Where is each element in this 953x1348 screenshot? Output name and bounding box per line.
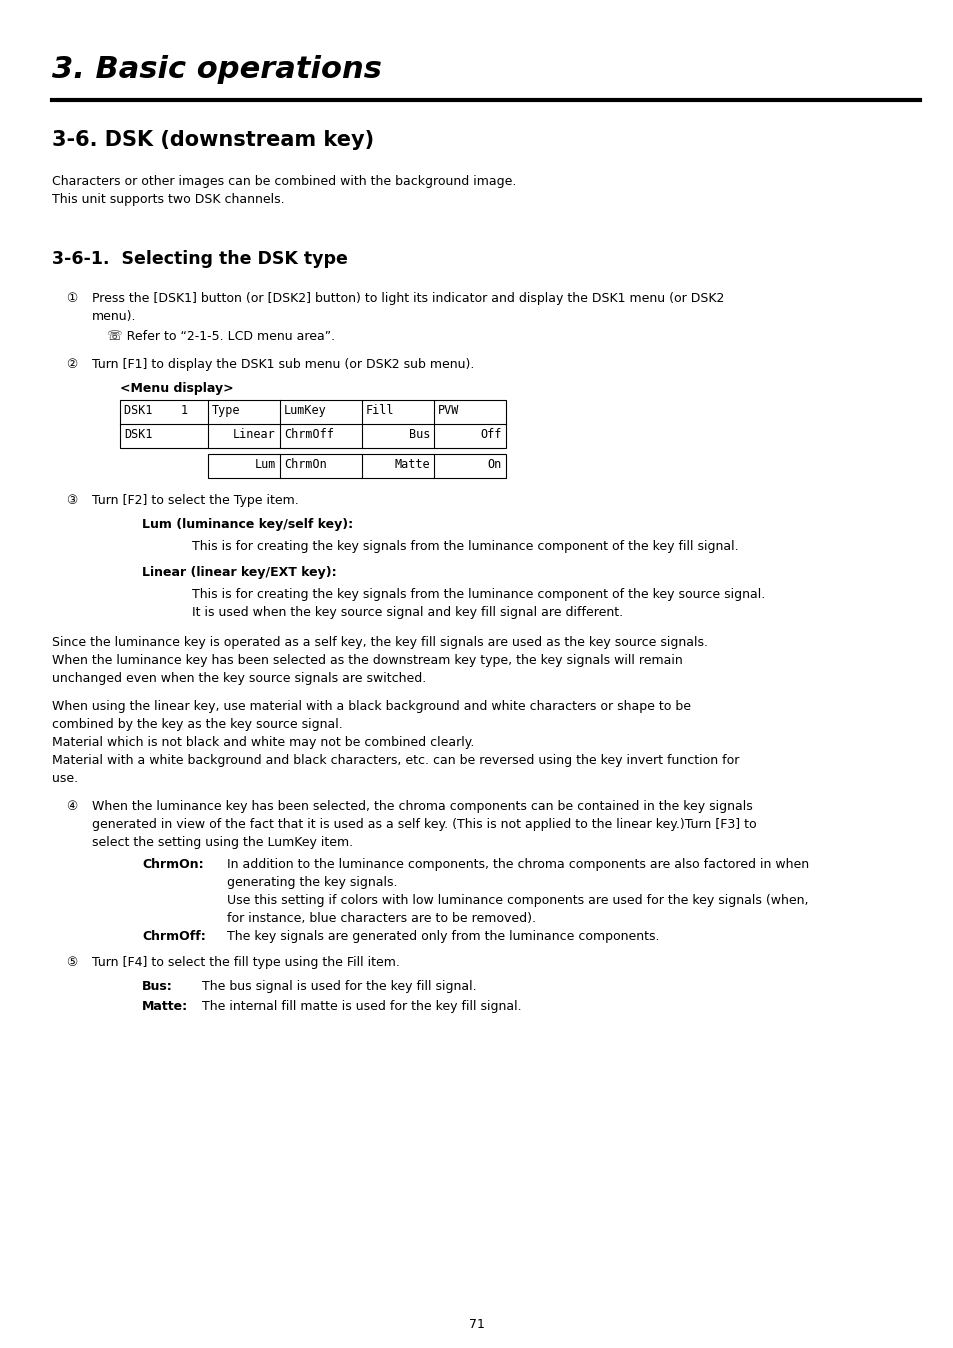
Text: ChrmOn: ChrmOn: [284, 458, 327, 470]
Text: ①: ①: [66, 293, 77, 305]
Text: Characters or other images can be combined with the background image.: Characters or other images can be combin…: [52, 175, 516, 187]
Text: Turn [F1] to display the DSK1 sub menu (or DSK2 sub menu).: Turn [F1] to display the DSK1 sub menu (…: [91, 359, 474, 371]
Text: ChrmOff: ChrmOff: [284, 429, 334, 441]
Text: Linear (linear key/EXT key):: Linear (linear key/EXT key):: [142, 566, 336, 580]
Text: for instance, blue characters are to be removed).: for instance, blue characters are to be …: [227, 913, 536, 925]
Text: PVW: PVW: [437, 404, 459, 417]
Text: 3-6-1.  Selecting the DSK type: 3-6-1. Selecting the DSK type: [52, 249, 348, 268]
Text: This is for creating the key signals from the luminance component of the key fil: This is for creating the key signals fro…: [192, 541, 738, 553]
Text: ☏ Refer to “2-1-5. LCD menu area”.: ☏ Refer to “2-1-5. LCD menu area”.: [107, 330, 335, 342]
Text: Lum: Lum: [254, 458, 275, 470]
Text: This unit supports two DSK channels.: This unit supports two DSK channels.: [52, 193, 284, 206]
Text: Use this setting if colors with low luminance components are used for the key si: Use this setting if colors with low lumi…: [227, 894, 807, 907]
Text: It is used when the key source signal and key fill signal are different.: It is used when the key source signal an…: [192, 607, 622, 619]
Text: Press the [DSK1] button (or [DSK2] button) to light its indicator and display th: Press the [DSK1] button (or [DSK2] butto…: [91, 293, 723, 305]
Text: Matte: Matte: [394, 458, 430, 470]
Text: When the luminance key has been selected as the downstream key type, the key sig: When the luminance key has been selected…: [52, 654, 682, 667]
Text: Type: Type: [212, 404, 240, 417]
Text: Material with a white background and black characters, etc. can be reversed usin: Material with a white background and bla…: [52, 754, 739, 767]
Text: generated in view of the fact that it is used as a self key. (This is not applie: generated in view of the fact that it is…: [91, 818, 756, 830]
Bar: [120, 400, 505, 448]
Text: DSK1    1: DSK1 1: [124, 404, 188, 417]
Text: Turn [F4] to select the fill type using the Fill item.: Turn [F4] to select the fill type using …: [91, 956, 399, 969]
Text: select the setting using the LumKey item.: select the setting using the LumKey item…: [91, 836, 353, 849]
Text: ④: ④: [66, 799, 77, 813]
Text: Material which is not black and white may not be combined clearly.: Material which is not black and white ma…: [52, 736, 474, 749]
Text: LumKey: LumKey: [284, 404, 327, 417]
Text: Matte:: Matte:: [142, 1000, 188, 1012]
Text: When using the linear key, use material with a black background and white charac: When using the linear key, use material …: [52, 700, 690, 713]
Text: DSK1: DSK1: [124, 429, 152, 441]
Text: The key signals are generated only from the luminance components.: The key signals are generated only from …: [227, 930, 659, 944]
Text: Since the luminance key is operated as a self key, the key fill signals are used: Since the luminance key is operated as a…: [52, 636, 707, 648]
Text: 3-6. DSK (downstream key): 3-6. DSK (downstream key): [52, 129, 374, 150]
Text: menu).: menu).: [91, 310, 136, 324]
Text: ③: ③: [66, 493, 77, 507]
Text: 71: 71: [469, 1318, 484, 1330]
Text: Lum (luminance key/self key):: Lum (luminance key/self key):: [142, 518, 353, 531]
Text: unchanged even when the key source signals are switched.: unchanged even when the key source signa…: [52, 673, 426, 685]
Text: Bus:: Bus:: [142, 980, 172, 993]
Text: combined by the key as the key source signal.: combined by the key as the key source si…: [52, 718, 342, 731]
Text: Off: Off: [480, 429, 501, 441]
Text: 3. Basic operations: 3. Basic operations: [52, 55, 381, 84]
Text: Bus: Bus: [408, 429, 430, 441]
Text: Fill: Fill: [366, 404, 395, 417]
Text: <Menu display>: <Menu display>: [120, 381, 233, 395]
Text: Turn [F2] to select the Type item.: Turn [F2] to select the Type item.: [91, 493, 298, 507]
Text: ⑤: ⑤: [66, 956, 77, 969]
Text: The bus signal is used for the key fill signal.: The bus signal is used for the key fill …: [202, 980, 477, 993]
Text: This is for creating the key signals from the luminance component of the key sou: This is for creating the key signals fro…: [192, 588, 764, 601]
Text: On: On: [487, 458, 501, 470]
Text: ChrmOff:: ChrmOff:: [142, 930, 206, 944]
Text: ChrmOn:: ChrmOn:: [142, 857, 203, 871]
Text: generating the key signals.: generating the key signals.: [227, 876, 397, 888]
Text: In addition to the luminance components, the chroma components are also factored: In addition to the luminance components,…: [227, 857, 808, 871]
Text: Linear: Linear: [233, 429, 275, 441]
Bar: [208, 454, 505, 479]
Text: When the luminance key has been selected, the chroma components can be contained: When the luminance key has been selected…: [91, 799, 752, 813]
Text: use.: use.: [52, 772, 78, 785]
Text: The internal fill matte is used for the key fill signal.: The internal fill matte is used for the …: [202, 1000, 521, 1012]
Text: ②: ②: [66, 359, 77, 371]
